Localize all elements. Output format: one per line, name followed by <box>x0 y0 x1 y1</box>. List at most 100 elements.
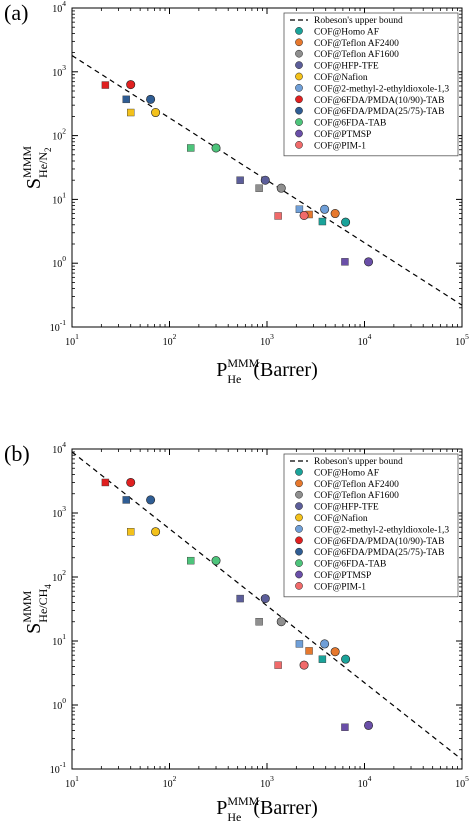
legend-label: COF@Teflon AF2400 <box>314 479 399 490</box>
legend-swatch <box>295 525 303 533</box>
legend-swatch <box>295 582 303 590</box>
data-point-square <box>274 661 282 669</box>
data-point-square <box>236 176 244 184</box>
legend-label: COF@HFP-TFE <box>314 62 379 72</box>
data-point-circle <box>146 94 156 104</box>
x-tick-label: 101 <box>65 774 79 790</box>
data-point-circle <box>320 639 330 649</box>
legend-swatch <box>295 27 303 35</box>
panel-label: (b) <box>4 441 30 466</box>
data-point-circle <box>299 660 309 670</box>
legend-swatch <box>295 570 303 579</box>
legend-label: COF@Nafion <box>314 72 368 83</box>
legend-swatch <box>295 129 303 138</box>
x-tick-label: 105 <box>455 774 469 790</box>
legend-label: COF@Homo AF <box>314 27 379 37</box>
x-axis-title: PMMM He (Barrer) <box>216 794 318 822</box>
data-point-square <box>341 258 349 266</box>
legend-box <box>283 453 459 598</box>
legend-swatch <box>295 72 303 81</box>
data-point-square <box>101 478 110 487</box>
legend-swatch <box>295 106 303 115</box>
data-point-square <box>187 144 195 152</box>
legend-swatch <box>295 502 303 510</box>
data-point-circle <box>341 654 351 664</box>
data-point-circle <box>211 556 221 566</box>
y-tick-label: 10-1 <box>50 760 66 776</box>
legend-label: COF@Nafion <box>314 513 368 524</box>
data-point-square <box>318 655 327 663</box>
legend-swatch <box>295 61 303 69</box>
data-point-square <box>255 184 263 192</box>
legend-box <box>283 12 459 157</box>
legend-swatch <box>295 468 303 476</box>
legend-label: COF@PIM-1 <box>314 582 366 592</box>
legend-label: COF@PTMSP <box>314 571 371 581</box>
chart-panel-1: (a) 101 102 103 104 105 10-1 100 101 102 103 104 PMM… <box>4 0 469 386</box>
legend-label: COF@6FDA/PMDA(10/90)-TAB <box>314 536 444 547</box>
chart-panel-2: (b) 101 102 103 104 105 10-1 100 101 102 103 104 PMM… <box>4 440 469 822</box>
legend-label: COF@PIM-1 <box>314 141 366 151</box>
y-tick-label: 101 <box>52 632 66 648</box>
y-tick-label: 103 <box>52 504 66 520</box>
legend-label: COF@Teflon AF1600 <box>314 490 399 501</box>
data-point-circle <box>211 143 221 153</box>
y-tick-label: 103 <box>52 63 66 79</box>
data-point-circle <box>260 175 270 185</box>
legend-label: COF@Teflon AF1600 <box>314 49 399 60</box>
legend-swatch <box>295 84 303 92</box>
data-point-circle <box>276 617 286 627</box>
x-tick-label: 102 <box>163 332 177 348</box>
legend-swatch <box>295 49 303 58</box>
x-axis-title: PMMM He (Barrer) <box>216 356 318 386</box>
legend-label: COF@6FDA/PMDA(10/90)-TAB <box>314 95 444 106</box>
data-point-square <box>122 496 130 504</box>
x-tick-label: 102 <box>163 774 177 790</box>
data-point-square <box>295 640 304 648</box>
data-point-square <box>274 212 282 220</box>
data-point-circle <box>126 80 136 90</box>
data-point-square <box>305 647 313 655</box>
x-tick-label: 104 <box>358 332 372 348</box>
data-point-square <box>127 528 135 536</box>
data-point-circle <box>330 647 340 657</box>
y-axis-title: SMMM He/N2 <box>20 146 53 189</box>
data-point-square <box>295 205 304 213</box>
data-point-circle <box>341 217 351 227</box>
y-tick-label: 100 <box>52 696 66 712</box>
data-point-square <box>127 108 135 117</box>
legend-label: COF@HFP-TFE <box>314 503 379 513</box>
y-tick-label: 104 <box>52 0 66 15</box>
y-tick-label: 10-1 <box>50 318 66 334</box>
legend-label: COF@2-methyl-2-ethyldioxole-1,3 <box>314 84 449 94</box>
data-point-square <box>187 556 195 565</box>
data-point-square <box>318 217 327 226</box>
data-point-square <box>122 95 130 104</box>
data-point-circle <box>126 477 136 487</box>
y-tick-label: 100 <box>52 254 66 270</box>
legend-label: COF@Teflon AF2400 <box>314 38 399 49</box>
data-point-circle <box>320 204 330 214</box>
legend-swatch <box>295 547 303 556</box>
legend-swatch <box>295 118 303 126</box>
legend-swatch <box>295 38 303 47</box>
y-tick-label: 101 <box>52 190 66 206</box>
data-point-circle <box>146 495 156 505</box>
legend-label: COF@6FDA/PMDA(25/75)-TAB <box>314 547 444 558</box>
legend-swatch <box>295 95 303 104</box>
x-tick-label: 101 <box>65 332 79 348</box>
data-point-circle <box>151 108 161 118</box>
x-tick-label: 104 <box>358 774 372 790</box>
data-point-circle <box>299 210 309 220</box>
y-tick-label: 102 <box>52 568 66 584</box>
legend-label: COF@PTMSP <box>314 130 371 140</box>
legend-label: COF@6FDA/PMDA(25/75)-TAB <box>314 106 444 117</box>
y-tick-label: 104 <box>52 440 66 456</box>
legend-upper-bound-label: Robeson's upper bound <box>314 16 403 26</box>
x-tick-label: 103 <box>260 332 274 348</box>
legend-label: COF@2-methyl-2-ethyldioxole-1,3 <box>314 525 449 535</box>
legend-swatch <box>295 513 303 522</box>
data-point-circle <box>151 527 161 537</box>
legend-label: COF@Homo AF <box>314 468 379 478</box>
